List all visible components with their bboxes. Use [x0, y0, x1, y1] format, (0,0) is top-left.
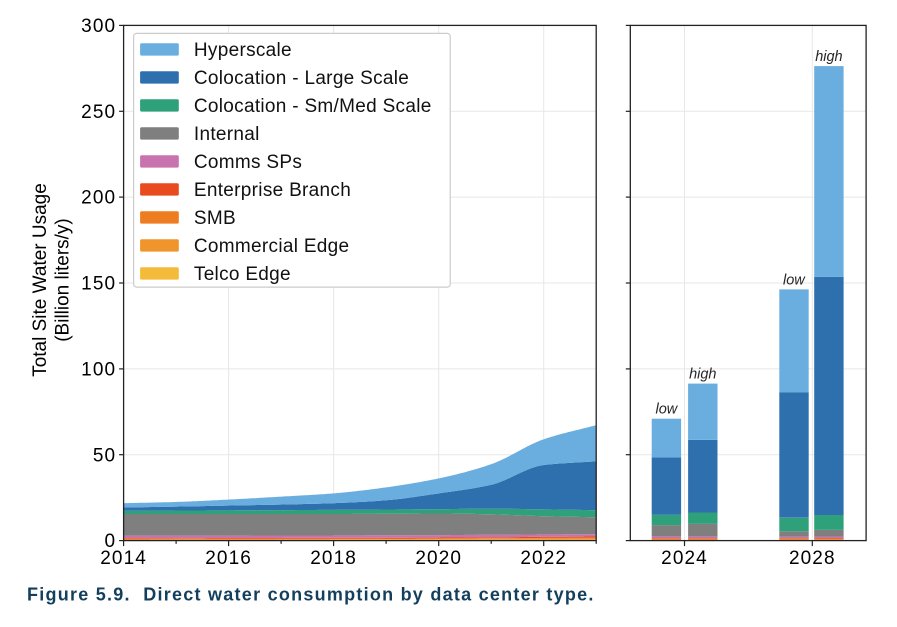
- svg-text:Comms SPs: Comms SPs: [194, 152, 302, 173]
- svg-text:50: 50: [93, 445, 116, 466]
- svg-text:Enterprise Branch: Enterprise Branch: [194, 180, 351, 201]
- svg-text:200: 200: [81, 188, 116, 209]
- svg-text:100: 100: [81, 360, 116, 381]
- svg-text:2024: 2024: [661, 548, 708, 569]
- svg-text:Telco Edge: Telco Edge: [194, 264, 291, 285]
- svg-text:Figure 5.9. Direct water cons: Figure 5.9. Direct water consumption by …: [27, 584, 595, 604]
- svg-text:low: low: [783, 272, 806, 288]
- svg-text:250: 250: [81, 102, 116, 123]
- svg-text:300: 300: [81, 16, 116, 37]
- svg-text:(Billion liters/y): (Billion liters/y): [53, 218, 74, 342]
- svg-text:high: high: [815, 49, 842, 65]
- svg-text:Colocation - Sm/Med Scale: Colocation - Sm/Med Scale: [194, 96, 432, 117]
- svg-text:high: high: [689, 367, 716, 383]
- svg-text:Hyperscale: Hyperscale: [194, 40, 292, 61]
- svg-text:0: 0: [105, 531, 117, 552]
- svg-text:Commercial Edge: Commercial Edge: [194, 236, 350, 257]
- svg-text:SMB: SMB: [194, 208, 236, 229]
- svg-text:Total Site Water Usage: Total Site Water Usage: [30, 183, 51, 377]
- svg-text:2022: 2022: [520, 548, 567, 569]
- svg-text:Internal: Internal: [194, 124, 260, 145]
- svg-text:2018: 2018: [310, 548, 357, 569]
- svg-text:2028: 2028: [789, 548, 836, 569]
- svg-text:low: low: [656, 402, 679, 418]
- svg-text:2016: 2016: [205, 548, 252, 569]
- svg-text:Colocation - Large Scale: Colocation - Large Scale: [194, 68, 409, 89]
- svg-text:2014: 2014: [100, 548, 147, 569]
- svg-text:150: 150: [81, 274, 116, 295]
- svg-text:2020: 2020: [415, 548, 462, 569]
